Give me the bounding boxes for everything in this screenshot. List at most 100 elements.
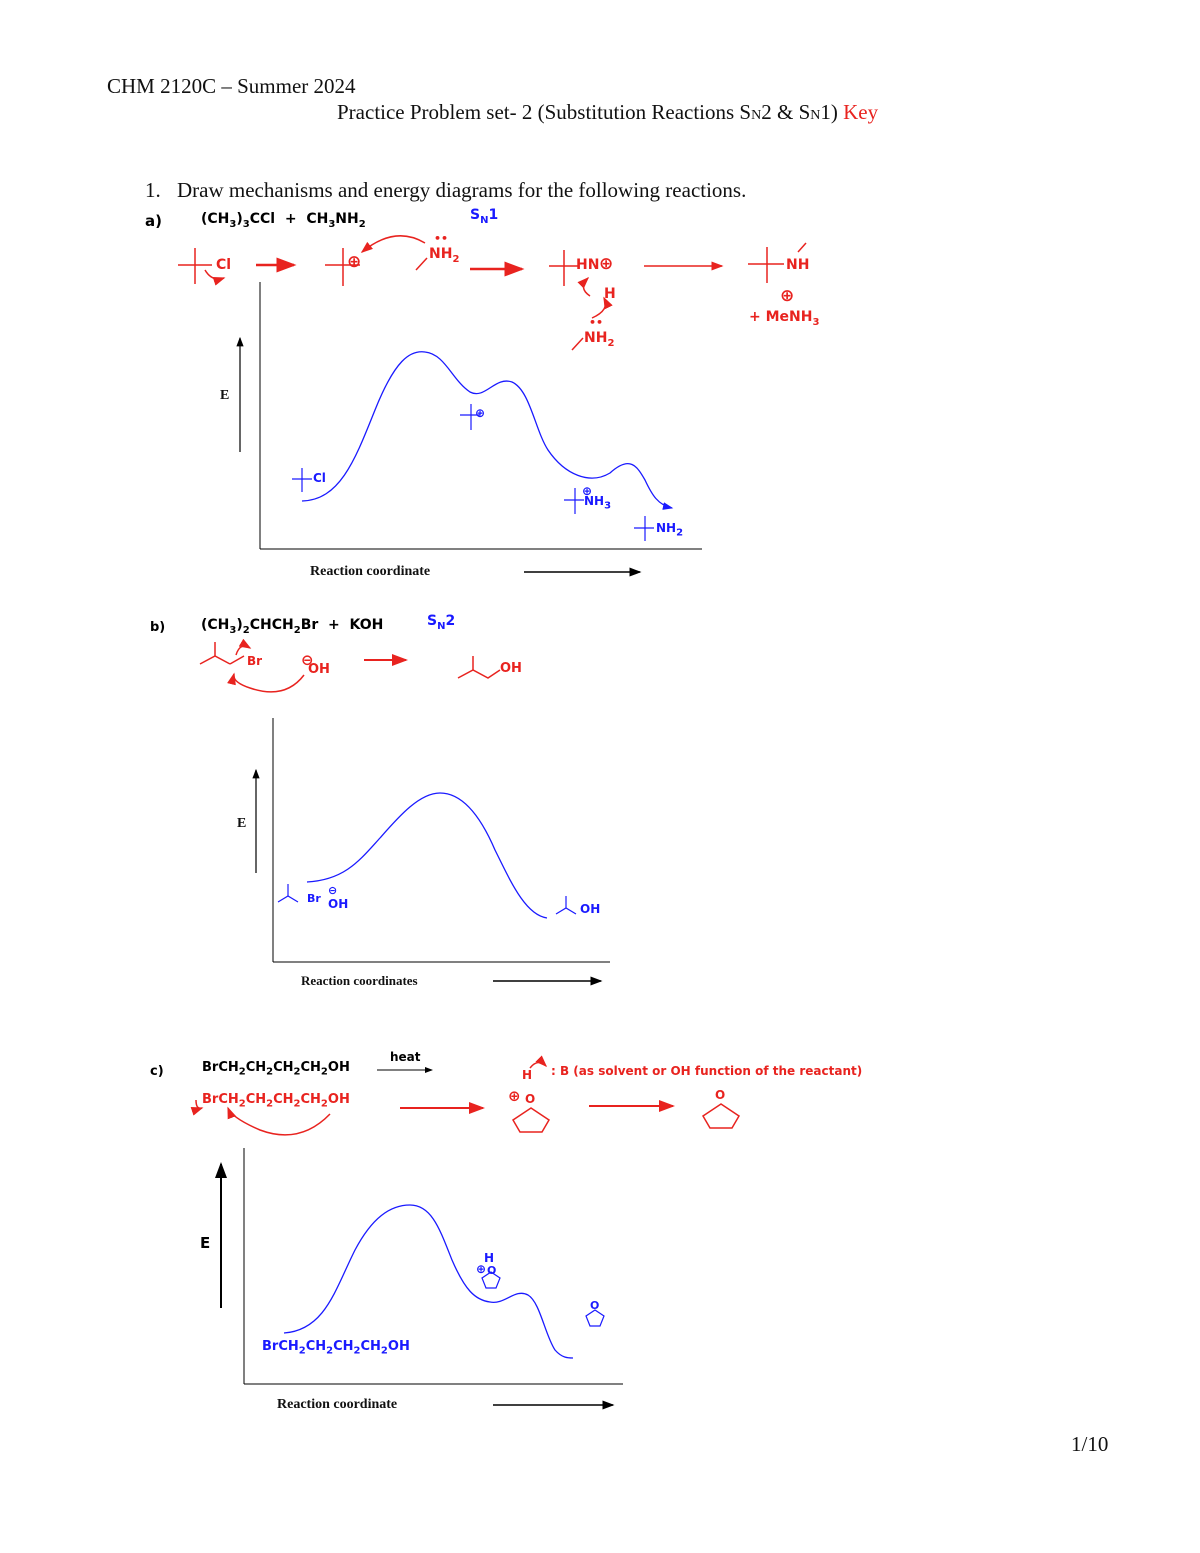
a-d-nh2-t: NH <box>656 521 677 535</box>
c-oxonium-plus: ⊕ <box>508 1087 521 1105</box>
a-nh2-b: NH <box>584 330 608 346</box>
a-lone-pair: •• <box>434 232 449 245</box>
a-nh2-sub: 2 <box>452 253 460 265</box>
b-r-s3: 2 <box>293 624 301 636</box>
a-r2-sub1: 3 <box>328 218 336 230</box>
part-a-mechanism-type: SN1 <box>470 207 498 226</box>
part-a-label: a) <box>145 212 162 230</box>
c-d-s1: 2 <box>298 1345 306 1357</box>
a-r1-end: CCl <box>249 211 276 227</box>
c-chain-s3: 2 <box>293 1098 301 1110</box>
page-number: 1/10 <box>1071 1432 1109 1456</box>
key-label: Key <box>843 100 879 124</box>
part-b-mechanism <box>199 638 501 693</box>
a-h-label: H <box>604 286 616 302</box>
part-b-mechanism-type: SN2 <box>427 613 455 632</box>
b-mech-num: 2 <box>445 613 456 629</box>
b-d-product-oh: OH <box>580 902 601 916</box>
c-d-h: H <box>484 1251 495 1265</box>
b-axis-x: Reaction coordinates <box>301 973 418 988</box>
a-nh2-b-sub: 2 <box>607 337 615 349</box>
b-product-oh: OH <box>500 661 522 676</box>
title-sub-n-1: N <box>751 108 762 123</box>
a-menh-sub: 3 <box>812 316 820 328</box>
a-carbocation-plus: ⊕ <box>347 252 362 272</box>
a-d-plus-2: ⊕ <box>582 484 593 498</box>
c-d-o: O <box>487 1264 497 1277</box>
b-r: (CH <box>201 617 230 633</box>
c-r-s2: 2 <box>266 1066 274 1078</box>
b-r-s1: 3 <box>229 624 237 636</box>
a-d-cl: Cl <box>313 471 326 485</box>
c-r-brch: BrCH <box>202 1060 239 1075</box>
a-r1-sub2: 3 <box>242 218 250 230</box>
title-sub-n-2: N <box>810 108 821 123</box>
a-r2-sub2: 2 <box>358 218 366 230</box>
a-mech-num: 1 <box>488 207 499 223</box>
c-oxonium-o: O <box>525 1092 536 1106</box>
a-d-nh3-t: NH <box>584 494 605 508</box>
a-r1-sub1: 3 <box>229 218 237 230</box>
part-b-label: b) <box>150 620 166 635</box>
a-r2: CH <box>306 211 329 227</box>
part-c-energy-curve <box>283 1204 574 1359</box>
b-d-br: Br <box>307 892 321 905</box>
a-nh2-base: NH2 <box>584 330 614 349</box>
a-axis-e: E <box>220 388 230 403</box>
a-nh2-nucleophile: NH2 <box>429 246 459 265</box>
a-d-nh2-sub: 2 <box>676 527 684 539</box>
title-part-2: 2 & S <box>761 100 811 124</box>
a-d-nh2: NH2 <box>656 521 683 538</box>
b-oh-minus: ⊖ <box>301 651 314 669</box>
c-d-plus: ⊕ <box>476 1262 487 1276</box>
c-axis-x: Reaction coordinate <box>277 1397 398 1412</box>
b-mech-s: S <box>427 613 438 629</box>
a-menh: + MeNH <box>749 309 813 325</box>
a-nh-product: NH <box>786 257 810 273</box>
b-r-s2: 2 <box>242 624 250 636</box>
c-chain-brch: BrCH <box>202 1092 239 1107</box>
a-d-nh3: NH3 <box>584 494 611 511</box>
part-c-energy-diagram <box>215 1148 623 1410</box>
b-koh: KOH <box>349 617 384 633</box>
title-part-1: Practice Problem set- 2 (Substitution Re… <box>337 100 752 124</box>
part-c-reactant: BrCH2CH2CH2CH2OH <box>202 1060 350 1078</box>
c-d-s3: 2 <box>353 1345 361 1357</box>
a-mech-s: S <box>470 207 481 223</box>
c-chain-s1: 2 <box>238 1098 246 1110</box>
part-a-energy-curve <box>301 351 674 510</box>
c-product-o: O <box>715 1088 726 1102</box>
question-number: 1. <box>145 178 161 202</box>
b-oh-label: OH <box>308 662 330 677</box>
a-menh3-plus: ⊕ <box>780 286 795 306</box>
problem-set-title: Practice Problem set- 2 (Substitution Re… <box>337 100 878 125</box>
a-axis-x: Reaction coordinate <box>310 564 431 579</box>
title-part-3: 1) <box>820 100 844 124</box>
question-text: Draw mechanisms and energy diagrams for … <box>177 178 747 202</box>
part-a-mechanism <box>178 235 807 351</box>
c-chain-s4: 2 <box>320 1098 328 1110</box>
c-d-s2: 2 <box>326 1345 334 1357</box>
a-r1: (CH <box>201 211 230 227</box>
part-b-energy-curve <box>306 792 548 919</box>
c-chain-s2: 2 <box>266 1098 274 1110</box>
part-c-label: c) <box>150 1064 164 1079</box>
part-c-mechanism <box>190 1055 741 1136</box>
b-plus: + <box>328 617 340 633</box>
a-menh3: + MeNH3 <box>749 309 819 328</box>
c-h-label: H <box>522 1068 533 1082</box>
c-d-s4: 2 <box>380 1345 388 1357</box>
c-d-product-o: O <box>590 1299 600 1312</box>
a-r1-tail: ) <box>236 211 243 227</box>
a-r2-mid: NH <box>335 211 359 227</box>
c-axis-e: E <box>200 1234 211 1252</box>
course-title: CHM 2120C – Summer 2024 <box>107 74 356 98</box>
b-d-minus: ⊖ <box>328 884 338 897</box>
part-b-reactants: (CH3)2CHCH2Br + KOH <box>201 617 383 636</box>
a-hn-plus: ⊕ <box>599 254 614 274</box>
c-r-s3: 2 <box>293 1066 301 1078</box>
b-mech-n: N <box>437 620 446 632</box>
c-r-s4: 2 <box>320 1066 328 1078</box>
a-lone-pair-2: •• <box>589 316 604 329</box>
